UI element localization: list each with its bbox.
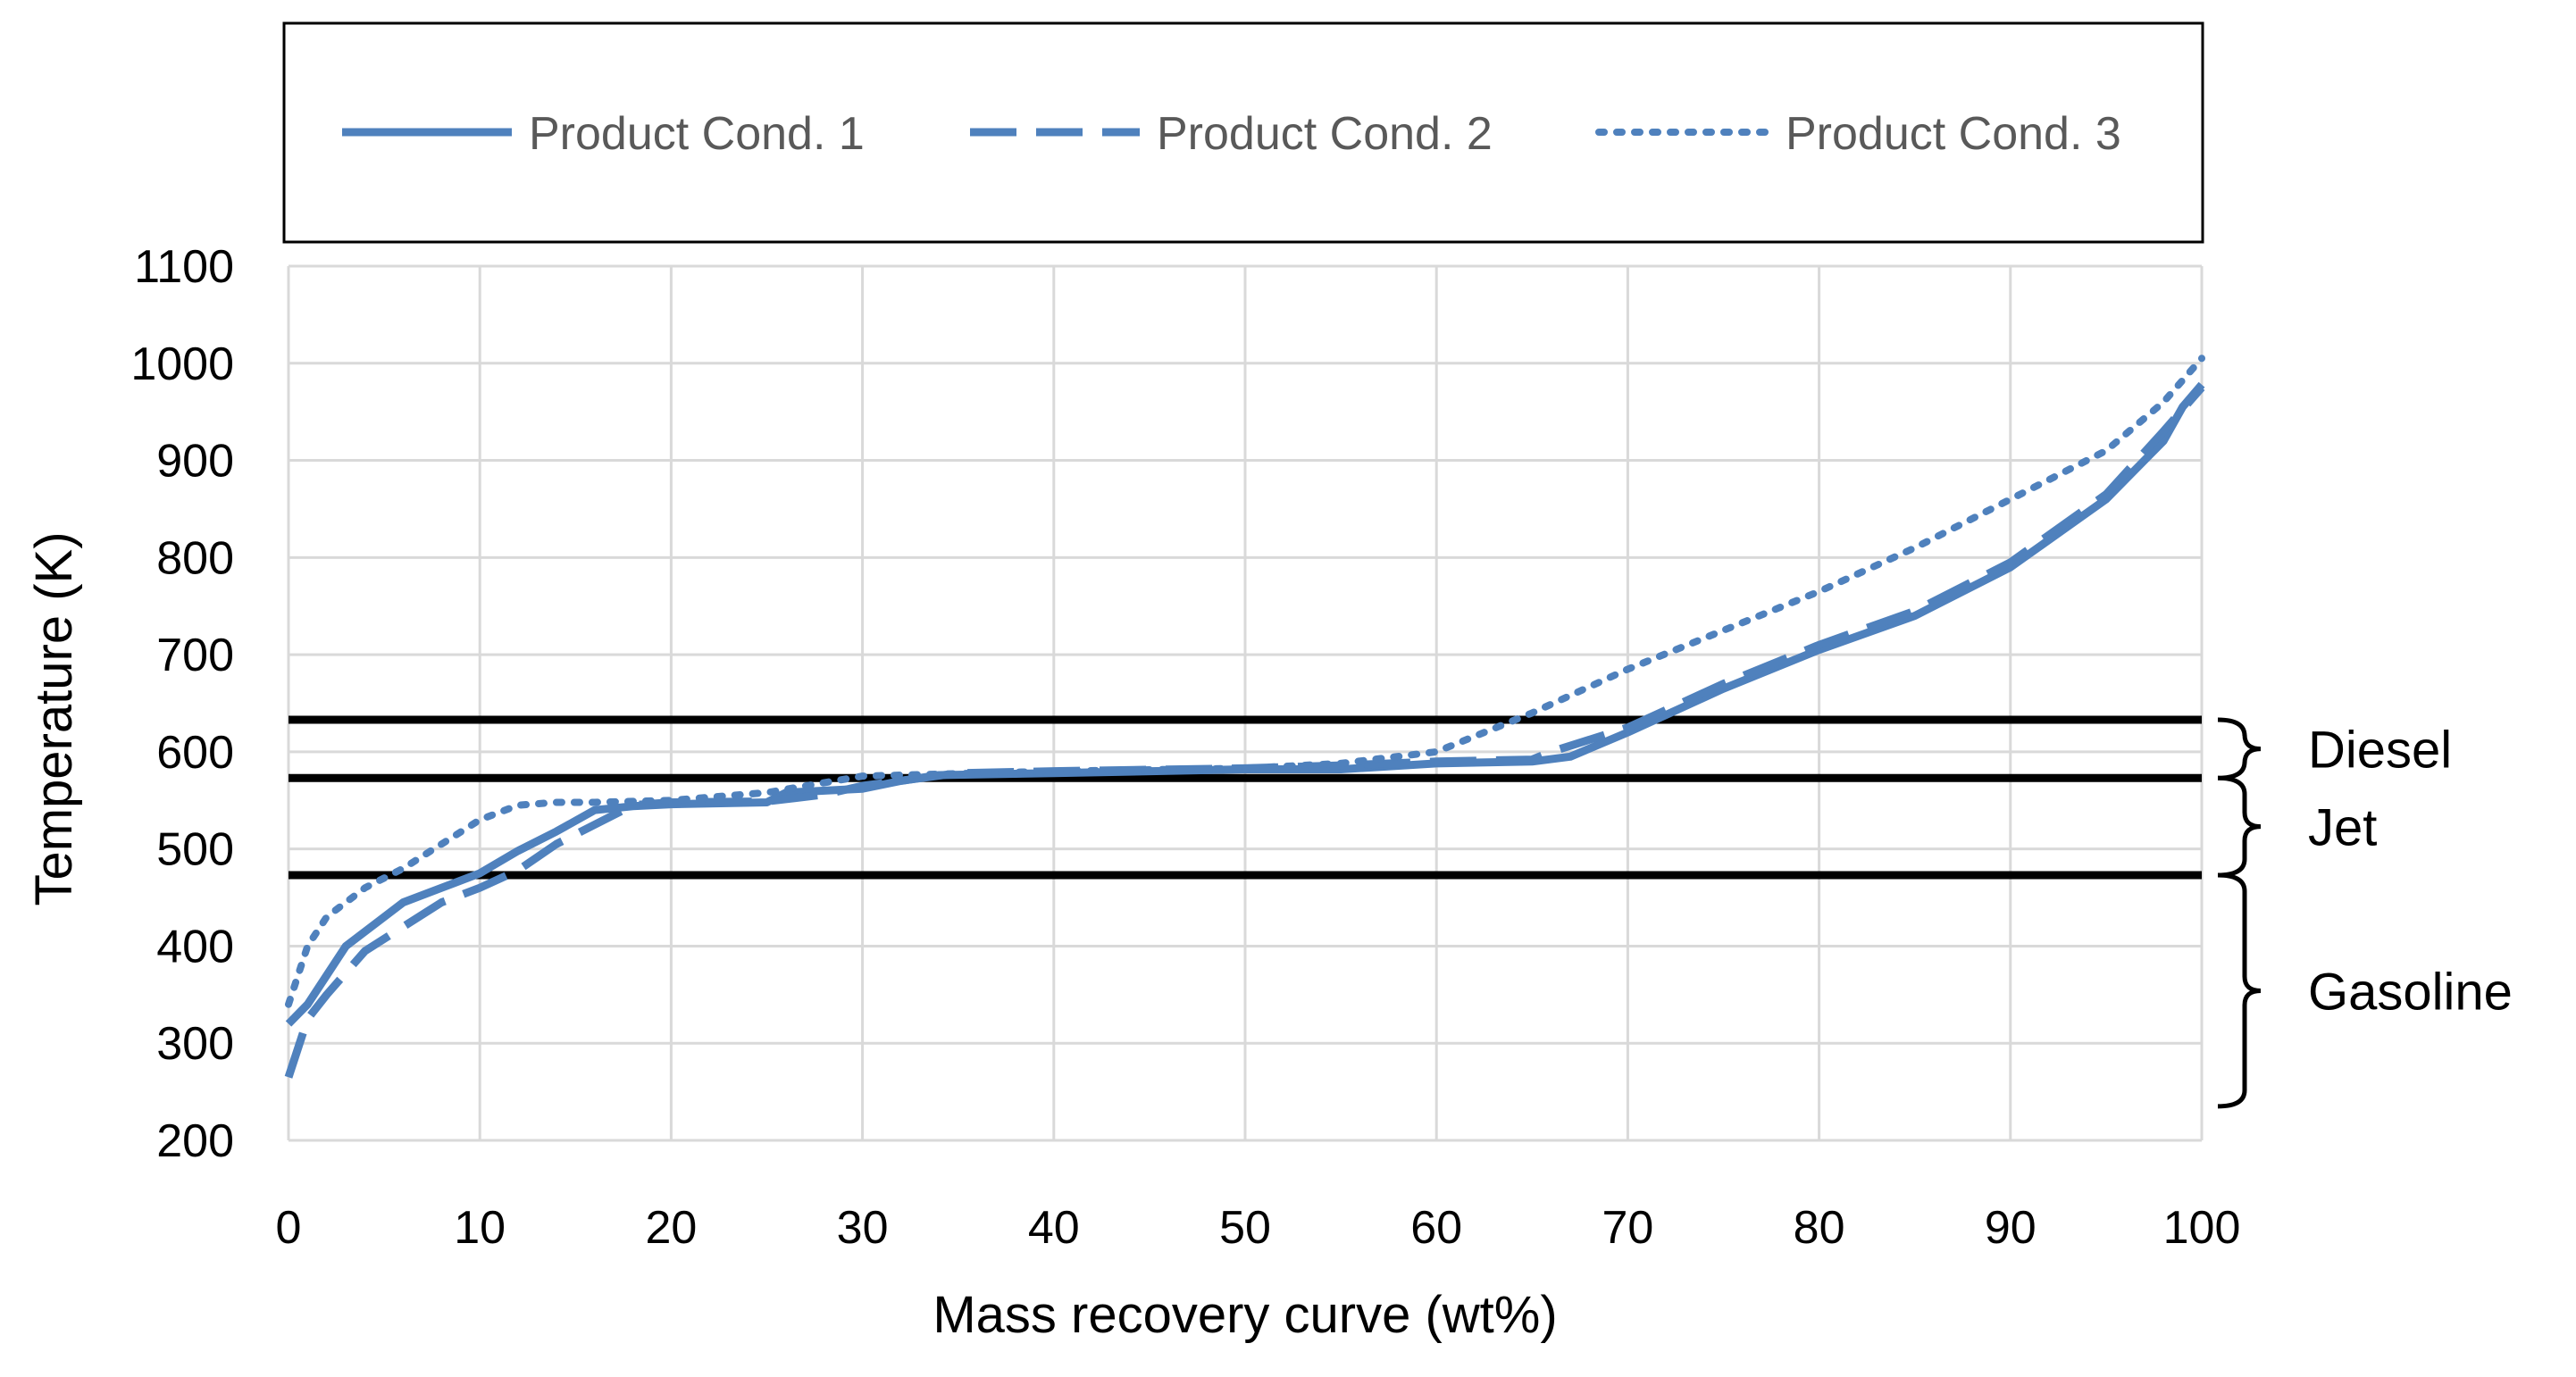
x-tick-label-30: 30 bbox=[837, 1202, 889, 1254]
legend-label-1: Product Cond. 1 bbox=[529, 108, 865, 160]
series bbox=[284, 355, 2205, 1079]
legend-label-3: Product Cond. 3 bbox=[1786, 108, 2121, 160]
series-line-3 bbox=[285, 355, 2205, 1008]
y-tick-label-500: 500 bbox=[156, 824, 234, 876]
y-tick-label-700: 700 bbox=[156, 630, 234, 681]
y-tick-label-400: 400 bbox=[156, 921, 234, 972]
brace-gasoline bbox=[2217, 872, 2262, 1109]
range-label-gasoline: Gasoline bbox=[2308, 963, 2513, 1021]
legend-item-1: Product Cond. 1 bbox=[342, 108, 865, 160]
x-tick-label-90: 90 bbox=[1985, 1202, 2037, 1254]
x-axis-title: Mass recovery curve (wt%) bbox=[933, 1286, 1557, 1344]
y-tick-label-1100: 1100 bbox=[134, 241, 234, 293]
range-label-jet: Jet bbox=[2308, 799, 2377, 857]
fuel-ranges: Diesel Jet Gasoline bbox=[2217, 717, 2513, 1109]
x-tick-label-0: 0 bbox=[276, 1202, 302, 1254]
x-tick-label-100: 100 bbox=[2163, 1202, 2241, 1254]
y-tick-label-600: 600 bbox=[156, 727, 234, 779]
legend: Product Cond. 1 Product Cond. 2 Product … bbox=[282, 21, 2204, 244]
y-tick-label-800: 800 bbox=[156, 532, 234, 584]
x-tick-label-60: 60 bbox=[1410, 1202, 1462, 1254]
brace-diesel bbox=[2217, 717, 2262, 780]
x-tick-label-40: 40 bbox=[1028, 1202, 1080, 1254]
x-tick-label-70: 70 bbox=[1602, 1202, 1653, 1254]
x-axis-ticks: 0 10 20 30 40 50 60 70 80 90 100 bbox=[276, 1202, 2241, 1254]
y-tick-label-1000: 1000 bbox=[130, 338, 234, 390]
y-axis-ticks: 200 300 400 500 600 700 800 900 1000 1100 bbox=[130, 241, 234, 1167]
x-tick-label-10: 10 bbox=[454, 1202, 506, 1254]
x-tick-label-50: 50 bbox=[1219, 1202, 1271, 1254]
x-tick-label-80: 80 bbox=[1794, 1202, 1845, 1254]
brace-jet bbox=[2217, 775, 2262, 878]
range-label-diesel: Diesel bbox=[2308, 722, 2452, 780]
x-tick-label-20: 20 bbox=[645, 1202, 697, 1254]
grid bbox=[287, 264, 2204, 1142]
series-line-1 bbox=[285, 381, 2205, 1027]
y-tick-label-200: 200 bbox=[156, 1115, 234, 1167]
y-tick-label-300: 300 bbox=[156, 1018, 234, 1070]
y-axis-title: Temperature (K) bbox=[25, 531, 83, 905]
legend-item-3: Product Cond. 3 bbox=[1595, 108, 2121, 160]
legend-box bbox=[282, 21, 2204, 244]
legend-label-2: Product Cond. 2 bbox=[1157, 108, 1493, 160]
legend-item-2: Product Cond. 2 bbox=[970, 108, 1493, 160]
series-line-2 bbox=[284, 385, 2205, 1079]
y-tick-label-900: 900 bbox=[156, 436, 234, 488]
reference-lines bbox=[289, 715, 2202, 880]
